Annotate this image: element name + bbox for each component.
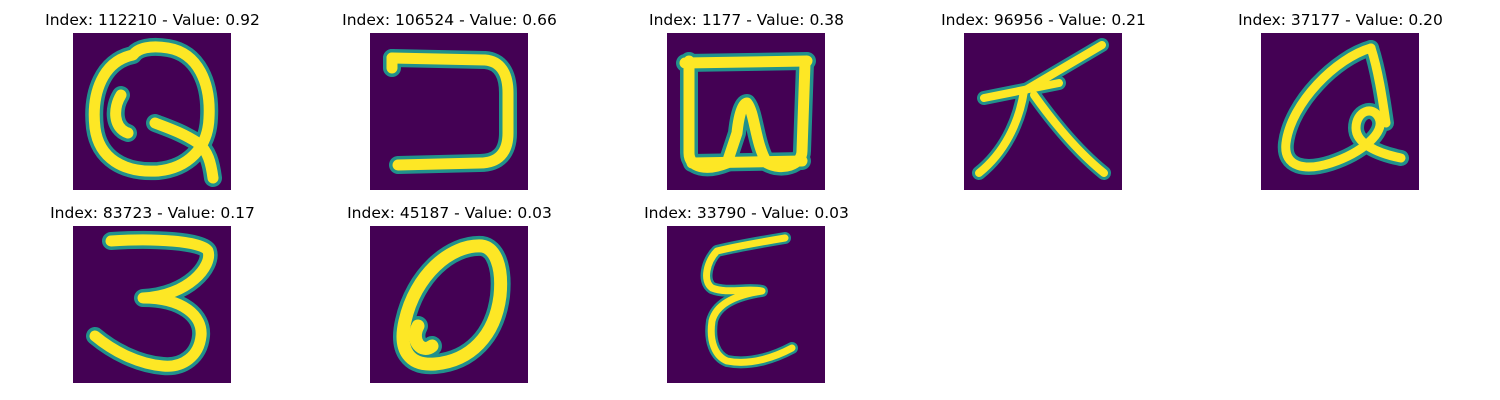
glyph-w-image: [667, 33, 825, 190]
panel-5: Index: 37177 - Value: 0.20: [1192, 10, 1489, 200]
panel-title: Index: 37177 - Value: 0.20: [1238, 11, 1443, 29]
panel-title: Index: 96956 - Value: 0.21: [941, 11, 1146, 29]
panel-title: Index: 33790 - Value: 0.03: [644, 204, 849, 222]
panel-6: Index: 83723 - Value: 0.17: [4, 203, 301, 393]
panel-title: Index: 112210 - Value: 0.92: [45, 11, 260, 29]
glyph-q-image: [73, 33, 231, 190]
panel-1: Index: 112210 - Value: 0.92: [4, 10, 301, 200]
glyph-a-image: [1261, 33, 1419, 190]
panel-3: Index: 1177 - Value: 0.38: [598, 10, 895, 200]
panel-7: Index: 45187 - Value: 0.03: [301, 203, 598, 393]
panel-8: Index: 33790 - Value: 0.03: [598, 203, 895, 393]
glyph-epsilon-image: [667, 226, 825, 383]
panel-title: Index: 45187 - Value: 0.03: [347, 204, 552, 222]
panel-2: Index: 106524 - Value: 0.66: [301, 10, 598, 200]
glyph-reversed-c-image: [370, 33, 528, 190]
glyph-o-image: [370, 226, 528, 383]
panel-title: Index: 1177 - Value: 0.38: [649, 11, 844, 29]
panel-4: Index: 96956 - Value: 0.21: [895, 10, 1192, 200]
panel-title: Index: 83723 - Value: 0.17: [50, 204, 255, 222]
glyph-tian-image: [964, 33, 1122, 190]
panel-title: Index: 106524 - Value: 0.66: [342, 11, 557, 29]
glyph-3-image: [73, 226, 231, 383]
